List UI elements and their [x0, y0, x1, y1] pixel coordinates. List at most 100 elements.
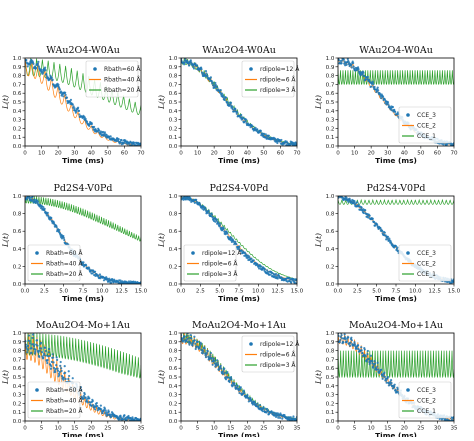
- data-point: [381, 375, 385, 378]
- data-point: [376, 365, 379, 368]
- data-point: [63, 365, 66, 368]
- x-tick-label: 60: [277, 151, 285, 157]
- data-point: [119, 279, 122, 282]
- data-point: [450, 142, 453, 145]
- x-axis-label: Time (ms): [375, 431, 417, 437]
- x-tick-label: 10: [38, 151, 46, 157]
- data-point: [289, 416, 292, 419]
- data-point: [216, 363, 220, 366]
- data-point: [62, 376, 65, 379]
- data-point: [106, 413, 109, 417]
- y-tick-label: 1.0: [13, 194, 22, 200]
- legend-label: Rbath=60 Å: [104, 66, 141, 73]
- x-tick-label: 0: [336, 426, 340, 432]
- data-point: [293, 281, 296, 284]
- data-point: [344, 338, 347, 341]
- data-point: [194, 347, 197, 351]
- data-point: [183, 61, 186, 64]
- y-tick-label: 0.7: [169, 82, 178, 88]
- data-point: [35, 339, 39, 342]
- data-point: [233, 384, 237, 387]
- data-point: [25, 343, 27, 346]
- data-point: [264, 133, 267, 136]
- y-tick-label: 0.0: [13, 282, 22, 288]
- data-point: [232, 384, 235, 387]
- data-point: [224, 96, 228, 99]
- data-point: [228, 104, 232, 107]
- data-point: [208, 212, 211, 215]
- data-point: [187, 64, 191, 67]
- data-point: [88, 267, 91, 270]
- data-point: [338, 59, 340, 62]
- data-point: [257, 405, 260, 408]
- data-point: [379, 226, 382, 230]
- data-point: [118, 418, 121, 421]
- x-axis-label: Time (ms): [375, 156, 417, 165]
- data-point: [229, 101, 233, 104]
- data-point: [34, 350, 37, 353]
- x-tick-label: 10.0: [409, 289, 422, 295]
- data-point: [30, 351, 33, 354]
- data-point: [290, 281, 293, 284]
- data-point: [25, 58, 28, 62]
- legend: rdipole=12 Å rdipole=6 Å rdipole=3 Å: [241, 60, 300, 98]
- legend-label: CCE_1: [417, 271, 436, 278]
- series-line: [25, 196, 141, 242]
- data-point: [51, 353, 54, 356]
- y-tick-label: 0.9: [13, 65, 22, 71]
- y-tick-label: 0.3: [13, 393, 22, 399]
- x-tick-label: 50: [104, 151, 112, 157]
- y-tick-label: 0.1: [13, 410, 22, 416]
- data-point: [365, 360, 368, 363]
- x-tick-label: 0: [179, 151, 183, 157]
- subplot-title: WAu2O4-W0Au: [202, 45, 276, 56]
- data-point: [388, 237, 391, 240]
- data-point: [281, 417, 284, 420]
- x-tick-label: 0.0: [334, 289, 343, 295]
- data-point: [43, 346, 47, 349]
- data-point: [366, 349, 369, 353]
- data-point: [357, 347, 360, 351]
- data-point: [228, 380, 231, 384]
- data-point: [370, 85, 373, 88]
- data-point: [384, 102, 387, 105]
- data-point: [394, 110, 397, 113]
- data-point: [26, 348, 29, 351]
- y-tick-label: 0.8: [13, 212, 22, 218]
- data-point: [193, 339, 196, 342]
- data-point: [85, 120, 89, 123]
- data-point: [64, 371, 67, 374]
- legend-label: CCE_3: [417, 250, 436, 257]
- y-axis-label: L(t): [157, 233, 166, 248]
- y-axis-label: L(t): [157, 370, 166, 385]
- y-tick-label: 0.9: [169, 65, 178, 71]
- data-point: [44, 69, 47, 72]
- subplot: WAu2O4-W0Au 0 10 20 30 40 50 60 70 0.0 0.1 0.2 0.3 0.…: [1, 45, 145, 165]
- y-tick-label: 0.7: [326, 357, 335, 363]
- data-point: [218, 224, 221, 227]
- x-tick-label: 2.5: [196, 289, 205, 295]
- data-point: [62, 95, 65, 98]
- data-point: [56, 367, 59, 370]
- data-point: [222, 95, 225, 99]
- data-point: [242, 389, 246, 392]
- data-point: [292, 415, 295, 418]
- data-point: [88, 397, 91, 400]
- data-point: [38, 355, 41, 358]
- x-axis-label: Time (ms): [62, 431, 104, 437]
- legend-label: rdipole=12 Å: [260, 341, 300, 348]
- data-point: [36, 200, 40, 203]
- x-tick-label: 12.5: [271, 289, 284, 295]
- data-point: [220, 367, 223, 370]
- data-point: [29, 196, 32, 199]
- y-tick-label: 0.5: [326, 100, 335, 106]
- data-point: [353, 200, 356, 203]
- x-tick-label: 2.5: [353, 289, 362, 295]
- data-point: [45, 73, 48, 76]
- data-point: [216, 86, 219, 89]
- legend-marker: [191, 251, 195, 255]
- legend-marker: [93, 67, 97, 71]
- data-point: [209, 354, 212, 357]
- data-point: [195, 345, 198, 348]
- legend-frame: [27, 381, 81, 419]
